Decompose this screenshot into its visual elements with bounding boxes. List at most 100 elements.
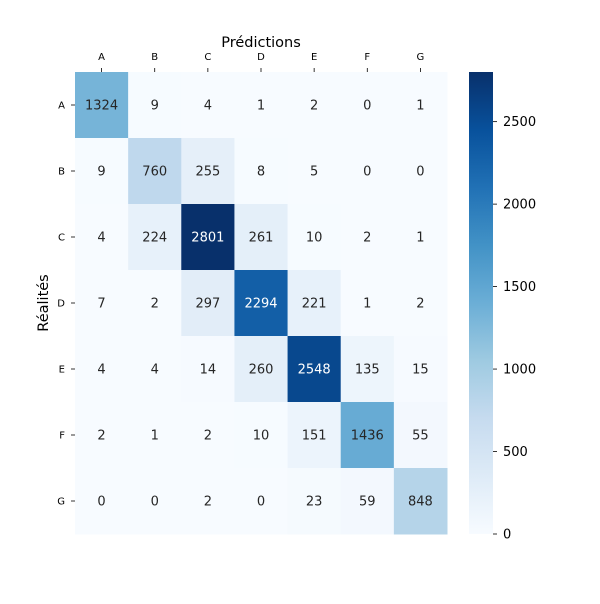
cell-value-label: 0 xyxy=(97,495,105,510)
cell-value-label: 0 xyxy=(257,495,265,510)
heatmap-cell-labels: 1324 9 4 1 2 0 19 760 255 8 5 0 04 224 2801 261 10 2 17 2 29… xyxy=(85,99,433,510)
cell-value-label: 23 xyxy=(306,495,323,510)
colorbar-tick-label: 1500 xyxy=(503,280,536,295)
colorbar-tick-label: 500 xyxy=(503,445,528,460)
colorbar-tick-label: 2000 xyxy=(503,198,536,213)
y-tick-label: D xyxy=(57,299,65,310)
heatmap-cell xyxy=(234,270,289,337)
cell-value-label: 1 xyxy=(151,429,159,444)
cell-value-label: 224 xyxy=(142,231,167,246)
heatmap-cell xyxy=(128,72,182,139)
cell-value-label: 1436 xyxy=(351,429,384,444)
heatmap-cell xyxy=(393,270,448,337)
heatmap-cell xyxy=(181,72,235,139)
heatmap-cell xyxy=(340,270,395,337)
heatmap-cell xyxy=(181,138,235,205)
cell-value-label: 4 xyxy=(97,363,105,378)
cell-value-label: 261 xyxy=(249,231,274,246)
heatmap-cell xyxy=(287,468,342,535)
x-tick-label: B xyxy=(151,52,158,63)
heatmap-cell xyxy=(287,336,342,403)
cell-value-label: 59 xyxy=(359,495,376,510)
heatmap-cell xyxy=(75,336,129,403)
cell-value-label: 1 xyxy=(363,297,371,312)
heatmap-cell xyxy=(393,138,448,205)
heatmap-cell xyxy=(75,468,129,535)
cell-value-label: 14 xyxy=(200,363,217,378)
cell-value-label: 7 xyxy=(97,297,105,312)
cell-value-label: 1 xyxy=(416,99,424,114)
x-tick-label: E xyxy=(311,52,317,63)
heatmap-cell xyxy=(340,72,395,139)
cell-value-label: 4 xyxy=(204,99,212,114)
cell-value-label: 760 xyxy=(142,165,167,180)
cell-value-label: 2548 xyxy=(298,363,331,378)
heatmap-cell xyxy=(340,336,395,403)
heatmap-cell xyxy=(75,138,129,205)
heatmap-cell xyxy=(181,336,235,403)
heatmap-cell xyxy=(128,336,182,403)
cell-value-label: 15 xyxy=(412,363,429,378)
heatmap-cell xyxy=(234,402,289,469)
heatmap-cell xyxy=(287,138,342,205)
heatmap-cell xyxy=(287,402,342,469)
x-tick-label: F xyxy=(364,52,370,63)
cell-value-label: 9 xyxy=(97,165,105,180)
cell-value-label: 2 xyxy=(204,495,212,510)
cell-value-label: 135 xyxy=(355,363,380,378)
colorbar-tick-label: 0 xyxy=(503,528,511,543)
x-tick-label: A xyxy=(98,52,105,63)
cell-value-label: 10 xyxy=(253,429,270,444)
heatmap-cell xyxy=(340,204,395,271)
heatmap-cell xyxy=(75,402,129,469)
heatmap-cell xyxy=(128,468,182,535)
heatmap-cell xyxy=(393,468,448,535)
y-axis-title: Réalités xyxy=(36,274,52,331)
y-tick-label: C xyxy=(58,233,65,244)
heatmap-cell xyxy=(75,270,129,337)
cell-value-label: 4 xyxy=(97,231,105,246)
heatmap-cell xyxy=(287,204,342,271)
heatmap-cell xyxy=(128,138,182,205)
cell-value-label: 221 xyxy=(302,297,327,312)
colorbar xyxy=(469,72,493,534)
y-tick-label: A xyxy=(58,101,65,112)
y-tick-label: G xyxy=(57,497,65,508)
heatmap-cell xyxy=(234,468,289,535)
cell-value-label: 1 xyxy=(416,231,424,246)
cell-value-label: 1324 xyxy=(85,99,118,114)
cell-value-label: 8 xyxy=(257,165,265,180)
cell-value-label: 55 xyxy=(412,429,429,444)
cell-value-label: 2 xyxy=(363,231,371,246)
colorbar-tick-label: 1000 xyxy=(503,363,536,378)
y-tick-label: E xyxy=(59,365,65,376)
heatmap-cell xyxy=(393,336,448,403)
heatmap-cell xyxy=(234,336,289,403)
cell-value-label: 2 xyxy=(151,297,159,312)
cell-value-label: 260 xyxy=(249,363,274,378)
heatmap-cell xyxy=(340,402,395,469)
x-tick-label: G xyxy=(417,52,425,63)
cell-value-label: 9 xyxy=(151,99,159,114)
heatmap-cell xyxy=(287,72,342,139)
heatmap-cell xyxy=(128,270,182,337)
cell-value-label: 255 xyxy=(195,165,220,180)
heatmap-cell xyxy=(75,204,129,271)
cell-value-label: 0 xyxy=(416,165,424,180)
heatmap-cells xyxy=(75,72,448,535)
x-tick-label: C xyxy=(204,52,211,63)
cell-value-label: 2801 xyxy=(191,231,224,246)
heatmap-cell xyxy=(234,138,289,205)
heatmap-cell xyxy=(340,468,395,535)
heatmap-cell xyxy=(181,402,235,469)
y-tick-label: B xyxy=(58,167,65,178)
heatmap-cell xyxy=(75,72,129,139)
heatmap-cell xyxy=(181,468,235,535)
cell-value-label: 0 xyxy=(363,99,371,114)
y-axis-ticks: A B C D E F G xyxy=(57,101,75,508)
heatmap-cell xyxy=(393,402,448,469)
cell-value-label: 1 xyxy=(257,99,265,114)
heatmap-cell xyxy=(234,72,289,139)
